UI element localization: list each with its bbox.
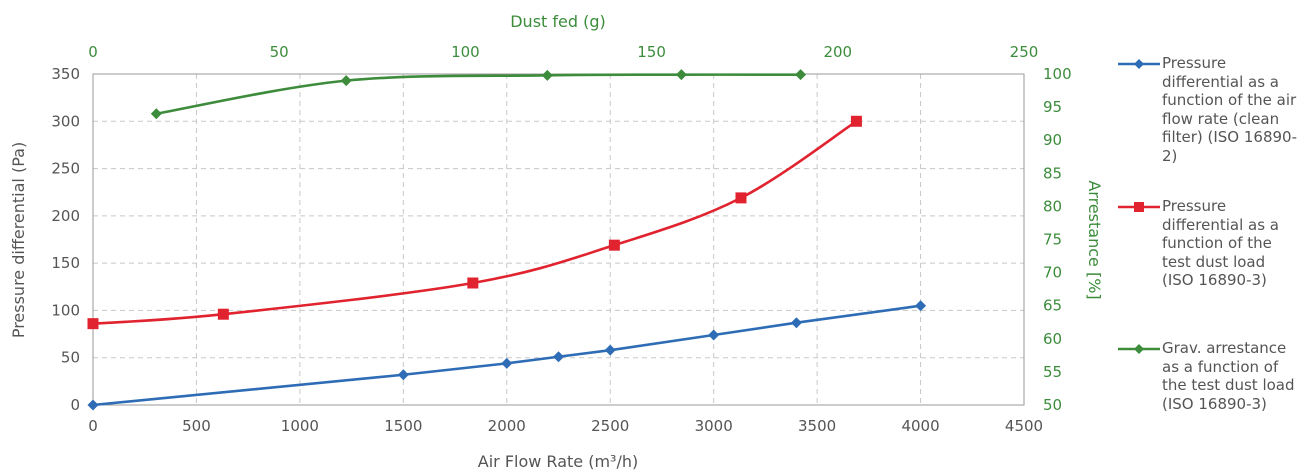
y2-tick-labels: 50 55 60 65 70 75 80 85 90 95 100 (1043, 65, 1072, 414)
y-tick-labels: 0 50 100 150 200 250 300 350 (51, 65, 80, 414)
series-clean-filter (87, 300, 927, 411)
data-point-clean-filter (915, 300, 927, 312)
x2-tick-label: 200 (823, 43, 852, 61)
y2-tick-label: 100 (1043, 65, 1072, 83)
data-point-clean-filter (501, 357, 513, 369)
y2-axis-label: Arrestance [%] (1085, 180, 1104, 299)
legend-label-dust-load-pressure: Pressure differential as a function of t… (1162, 197, 1279, 289)
x-tick-label: 2000 (488, 417, 526, 435)
y-axis-label: Pressure differential (Pa) (9, 142, 28, 338)
y-tick-label: 350 (51, 65, 80, 83)
x2-tick-label: 50 (270, 43, 289, 61)
x-tick-labels: 0 500 1000 1500 2000 2500 3000 3500 4000 4500 (88, 417, 1043, 435)
x-tick-label: 500 (182, 417, 211, 435)
y2-tick-label: 90 (1043, 131, 1062, 149)
x2-tick-label: 0 (88, 43, 98, 61)
data-point-dust-load-pressure (467, 277, 479, 289)
series-line-arrestance (156, 73, 801, 116)
y2-tick-label: 60 (1043, 330, 1062, 348)
y-tick-label: 50 (61, 349, 80, 367)
x-axis-label: Air Flow Rate (m³/h) (478, 452, 638, 471)
y2-tick-label: 50 (1043, 396, 1062, 414)
x2-tick-label: 100 (451, 43, 480, 61)
data-point-clean-filter (708, 329, 720, 341)
x-tick-label: 4000 (901, 417, 939, 435)
data-point-arrestance (541, 69, 553, 81)
series-layer (87, 69, 927, 411)
data-point-arrestance (340, 75, 352, 87)
x-tick-label: 1000 (281, 417, 319, 435)
y-tick-label: 300 (51, 112, 80, 130)
y2-tick-label: 80 (1043, 197, 1062, 215)
legend-label-arrestance: Grav. arrestance as a function of the te… (1162, 339, 1295, 413)
plot-background (93, 74, 1024, 405)
y-tick-label: 250 (51, 160, 80, 178)
x-tick-label: 0 (88, 417, 98, 435)
y2-tick-label: 65 (1043, 297, 1062, 315)
data-point-clean-filter (790, 317, 802, 329)
y-tick-label: 100 (51, 301, 80, 319)
y-tick-label: 0 (70, 396, 80, 414)
data-point-dust-load-pressure (735, 192, 747, 204)
data-point-dust-load-pressure (87, 318, 99, 330)
series-arrestance (150, 69, 807, 120)
y2-tick-label: 85 (1043, 164, 1062, 182)
x-tick-label: 4500 (1005, 417, 1043, 435)
x2-tick-label: 250 (1010, 43, 1039, 61)
series-line-clean-filter (92, 304, 921, 407)
legend-green-diamond-icon (1118, 344, 1160, 354)
data-point-clean-filter (397, 369, 409, 381)
data-point-arrestance (795, 69, 807, 81)
x-tick-label: 2500 (591, 417, 629, 435)
data-point-clean-filter (553, 351, 564, 363)
data-point-dust-load-pressure (217, 308, 229, 320)
x2-axis-label: Dust fed (g) (510, 12, 606, 31)
legend-label-clean-filter: Pressure differential as a function of t… (1162, 54, 1298, 165)
x-tick-label: 1500 (384, 417, 422, 435)
y-tick-label: 200 (51, 207, 80, 225)
legend-entry-clean-filter: Pressure differential as a function of t… (1116, 54, 1298, 165)
x-tick-label: 3500 (798, 417, 836, 435)
y2-tick-label: 55 (1043, 363, 1062, 381)
data-point-dust-load-pressure (608, 239, 620, 251)
y-tick-label: 150 (51, 254, 80, 272)
x2-tick-label: 150 (637, 43, 666, 61)
y2-tick-label: 75 (1043, 231, 1062, 249)
vertical-gridlines (195, 74, 922, 405)
y2-tick-label: 95 (1043, 98, 1062, 116)
series-dust-load-pressure (87, 115, 862, 330)
legend-red-square-icon (1118, 202, 1160, 212)
data-point-arrestance (150, 108, 162, 120)
data-point-clean-filter (604, 344, 616, 356)
legend-entry-dust-load-pressure: Pressure differential as a function of t… (1116, 197, 1298, 290)
data-point-arrestance (675, 69, 687, 81)
data-point-dust-load-pressure (850, 115, 862, 127)
x-tick-label: 3000 (695, 417, 733, 435)
legend-entry-arrestance: Grav. arrestance as a function of the te… (1116, 339, 1298, 413)
data-point-clean-filter (87, 399, 99, 411)
x2-tick-labels: 0 50 100 150 200 250 (88, 43, 1038, 61)
y2-tick-label: 70 (1043, 264, 1062, 282)
legend-blue-diamond-icon (1118, 59, 1160, 69)
